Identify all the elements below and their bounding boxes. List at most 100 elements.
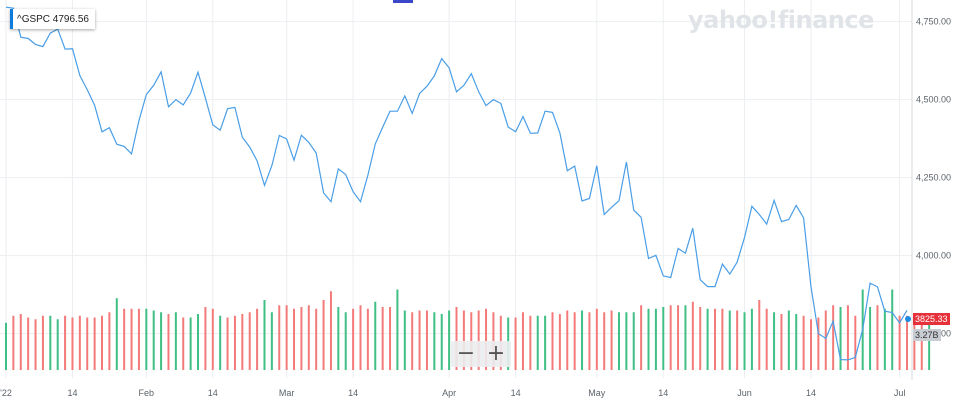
x-tick-label: 14 <box>67 388 77 398</box>
current-price-tag: 3825.33 <box>913 313 950 325</box>
volume-bar <box>344 312 347 370</box>
series-legend[interactable]: ^GSPC 4796.56 <box>10 9 95 29</box>
volume-bar <box>64 315 67 370</box>
zoom-in-button[interactable]: + <box>486 341 506 366</box>
x-tick-label: 14 <box>511 388 521 398</box>
volume-bar <box>197 314 200 370</box>
volume-bar <box>787 310 790 370</box>
volume-bar <box>101 315 104 370</box>
volume-bar <box>448 310 451 370</box>
volume-bar <box>389 307 392 370</box>
volume-bar <box>219 315 222 370</box>
volume-bar <box>5 322 7 370</box>
volume-bar <box>913 315 916 370</box>
volume-bar <box>876 305 879 370</box>
volume-bar <box>411 312 414 370</box>
x-tick-label: Jul <box>894 388 906 398</box>
x-tick-label: Apr <box>442 388 456 398</box>
volume-bar <box>226 317 229 370</box>
zoom-controls: − + <box>451 341 511 367</box>
volume-bar <box>359 305 362 370</box>
volume-bar <box>115 298 118 370</box>
volume-bar <box>71 317 74 370</box>
volume-bar <box>241 314 244 370</box>
volume-bar <box>248 312 251 370</box>
volume-bar <box>817 317 820 370</box>
volume-bar <box>433 312 436 370</box>
x-tick-label: 14 <box>658 388 668 398</box>
volume-bar <box>256 308 259 370</box>
volume-bar <box>654 308 657 370</box>
series-color-swatch <box>10 9 13 29</box>
zoom-out-button[interactable]: − <box>456 341 476 366</box>
volume-bar <box>824 310 827 370</box>
volume-bar <box>403 310 406 370</box>
volume-bar <box>809 319 812 370</box>
volume-bar <box>684 305 687 370</box>
volume-bar <box>521 312 524 370</box>
volume-bar <box>647 308 650 370</box>
volume-bar <box>898 315 901 370</box>
volume-bar <box>27 317 30 370</box>
volume-bar <box>795 314 798 370</box>
volume-bar <box>233 315 236 370</box>
volume-bar <box>854 315 857 370</box>
volume-bar <box>721 308 724 370</box>
volume-bar <box>270 312 273 370</box>
x-tick-label: Feb <box>139 388 155 398</box>
volume-bar <box>123 308 126 370</box>
volume-bar <box>145 308 148 370</box>
volume-bar <box>773 312 776 370</box>
volume-bar <box>802 315 805 370</box>
volume-bar <box>750 308 753 370</box>
x-tick-label: 14 <box>806 388 816 398</box>
volume-bar <box>41 315 44 370</box>
volume-bar <box>699 307 702 370</box>
volume-bar <box>396 289 399 370</box>
volume-bar <box>34 319 37 370</box>
volume-bar <box>869 307 872 370</box>
x-tick-label: Jun <box>737 388 752 398</box>
x-tick-label: Mar <box>279 388 295 398</box>
volume-bar <box>425 310 428 370</box>
volume-bar <box>514 317 517 370</box>
volume-bar <box>278 305 281 370</box>
volume-bar <box>581 310 584 370</box>
volume-bar <box>566 310 569 370</box>
volume-bar <box>691 301 694 370</box>
volume-bar <box>536 315 539 370</box>
volume-bar <box>603 312 606 370</box>
volume-bar <box>137 308 140 370</box>
volume-bar <box>891 289 894 370</box>
volume-bar <box>883 308 886 370</box>
last-price-dot <box>905 316 911 322</box>
volume-bar <box>928 317 931 370</box>
series-legend-label: ^GSPC 4796.56 <box>17 13 89 25</box>
x-tick-label: '22 <box>0 388 12 398</box>
volume-bar <box>160 312 163 370</box>
volume-bar <box>86 317 89 370</box>
volume-bar <box>455 307 458 370</box>
volume-bar <box>130 308 133 370</box>
volume-bar <box>352 308 355 370</box>
volume-bar <box>713 308 716 370</box>
volume-bar <box>551 312 554 370</box>
volume-bar <box>78 315 81 370</box>
volume-bar <box>152 310 155 370</box>
volume-bar <box>728 310 731 370</box>
volume-bar <box>12 315 15 370</box>
volume-bar <box>322 300 325 370</box>
volume-bar <box>307 305 310 370</box>
volume-bar <box>632 312 635 370</box>
volume-bar <box>558 314 561 370</box>
volume-bar <box>706 308 709 370</box>
volume-bar <box>440 314 443 370</box>
volume-bar <box>595 308 598 370</box>
volume-bar <box>839 307 842 370</box>
volume-bar <box>366 308 369 370</box>
volume-bar <box>846 305 849 370</box>
volume-bar <box>640 305 643 370</box>
volume-bar <box>529 315 532 370</box>
volume-bar <box>625 312 628 370</box>
